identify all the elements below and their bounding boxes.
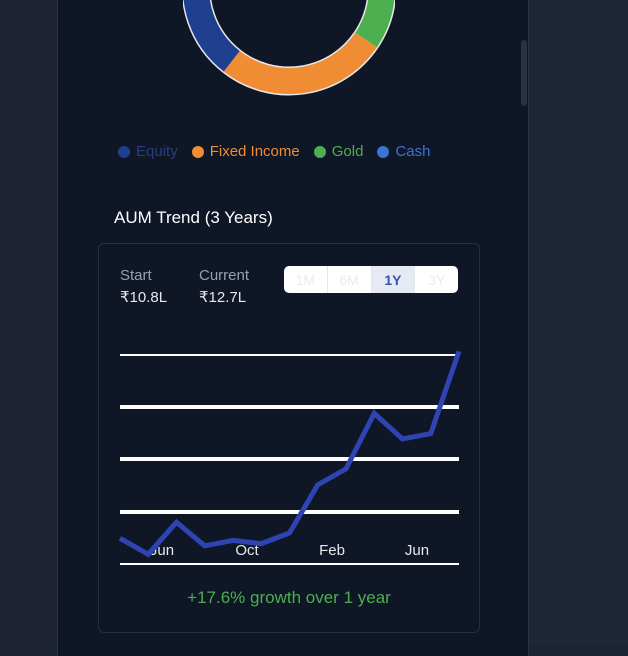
legend-item-cash[interactable]: Cash — [377, 143, 430, 160]
current-stat: Current ₹12.7L — [199, 267, 249, 306]
background-right — [528, 0, 628, 646]
allocation-donut-chart — [183, 0, 395, 96]
start-value: ₹10.8L — [120, 289, 168, 306]
start-stat: Start ₹10.8L — [120, 267, 167, 306]
chart-series — [118, 350, 462, 558]
x-tick-label: Feb — [319, 542, 345, 559]
legend-label-equity: Equity — [136, 143, 178, 160]
donut-segment-fixed-income — [223, 32, 377, 94]
x-tick-label: Oct — [235, 542, 259, 559]
legend-dot-cash — [377, 145, 390, 158]
chart-gridlines — [120, 354, 459, 565]
aum-series-line — [118, 350, 462, 558]
current-value: ₹12.7L — [199, 289, 247, 306]
start-label: Start — [120, 267, 152, 284]
range-toggle: 1M 6M 1Y 3Y — [284, 266, 458, 293]
background-left — [0, 0, 58, 646]
range-button-6m[interactable]: 6M — [328, 266, 372, 293]
legend-item-equity[interactable]: Equity — [118, 143, 178, 160]
range-button-3y[interactable]: 3Y — [428, 271, 446, 288]
legend-item-fixed-income[interactable]: Fixed Income — [191, 143, 300, 160]
donut-segments — [183, 0, 395, 96]
x-tick-label: Jun — [405, 542, 429, 559]
current-label: Current — [199, 267, 250, 284]
legend-dot-gold — [313, 145, 326, 158]
scrollbar[interactable] — [521, 40, 527, 106]
allocation-legend: Equity Fixed Income Gold Cash — [118, 143, 430, 160]
chart-x-ticks: Jun Oct Feb Jun — [150, 542, 429, 559]
legend-dot-fixed-income — [191, 145, 204, 158]
range-button-1y[interactable]: 1Y — [371, 266, 416, 293]
donut-segment-equity — [183, 0, 241, 72]
legend-dot-equity — [118, 145, 130, 158]
growth-summary: +17.6% growth over 1 year — [187, 588, 391, 607]
aum-trend-title: AUM Trend (3 Years) — [114, 208, 273, 227]
donut-segment-gold — [355, 0, 395, 48]
legend-label-fixed-income: Fixed Income — [209, 143, 300, 160]
legend-label-gold: Gold — [331, 143, 364, 160]
legend-item-gold[interactable]: Gold — [313, 143, 364, 160]
range-button-1m[interactable]: 1M — [284, 266, 328, 293]
legend-label-cash: Cash — [395, 143, 431, 160]
